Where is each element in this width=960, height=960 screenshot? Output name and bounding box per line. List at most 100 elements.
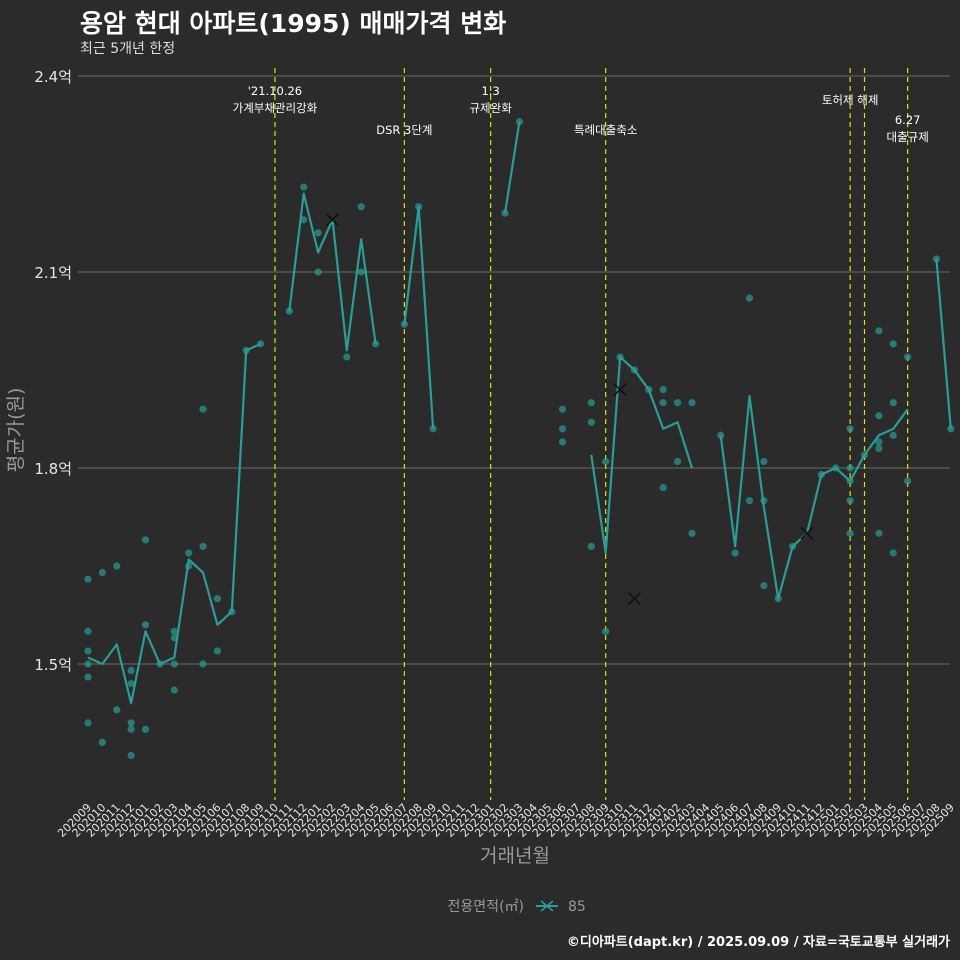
data-point (213, 647, 222, 655)
event-label: 6.27 (895, 113, 921, 127)
data-point (213, 595, 222, 603)
data-point (602, 457, 610, 466)
data-point (141, 725, 150, 733)
grid-layer (78, 75, 950, 665)
data-point (688, 529, 696, 537)
event-label: DSR 3단계 (376, 123, 432, 137)
data-point (113, 706, 121, 714)
data-point (84, 660, 92, 668)
data-point (170, 686, 178, 694)
data-point (673, 399, 682, 407)
event-label: 가계부채관리강화 (233, 101, 318, 115)
data-point (199, 542, 207, 551)
x-tick-labels: 2020092020102020112020122021012021022021… (55, 801, 957, 840)
data-point (300, 183, 308, 191)
y-tick-label: 2.1억 (34, 264, 72, 282)
data-point (343, 353, 351, 361)
data-point (659, 386, 667, 394)
y-tick-label: 1.5억 (34, 656, 72, 674)
data-point (314, 268, 322, 276)
data-point (587, 418, 595, 426)
chart-title: 용암 현대 아파트(1995) 매매가격 변화 (80, 9, 507, 38)
event-label: 대출규제 (886, 130, 928, 144)
data-point (98, 568, 106, 577)
data-point (602, 627, 610, 635)
data-point (745, 294, 754, 302)
event-label: 특례대출축소 (574, 123, 637, 137)
x-marker (627, 592, 642, 606)
data-point (889, 549, 897, 557)
data-point (558, 438, 567, 446)
data-point (659, 484, 667, 492)
data-point (127, 725, 135, 733)
data-point (760, 582, 768, 590)
source-caption: ©디아파트(dapt.kr) / 2025.09.09 / 자료=국토교통부 실… (566, 935, 950, 950)
data-point (84, 627, 92, 635)
data-point (300, 216, 308, 224)
data-point (846, 497, 854, 505)
y-tick-labels: 1.5억 1.8억 2.1억 2.4억 (34, 68, 72, 674)
data-point (185, 549, 193, 557)
y-tick-label: 1.8억 (34, 460, 72, 478)
data-point (429, 425, 437, 433)
data-point (875, 438, 883, 446)
legend: 전용면적(㎡) 85 (448, 899, 586, 915)
data-point (587, 542, 595, 551)
chart-subtitle: 최근 5개년 한정 (80, 41, 176, 57)
data-point (904, 477, 912, 485)
data-point (170, 660, 178, 668)
data-point (846, 425, 854, 433)
data-point (745, 497, 754, 505)
data-point (760, 457, 768, 466)
data-point (199, 405, 207, 413)
data-point (947, 425, 955, 433)
y-tick-label: 2.4억 (34, 68, 72, 86)
data-point (84, 647, 92, 655)
data-point (357, 268, 365, 276)
line-layer (87, 121, 952, 705)
data-point (127, 719, 135, 727)
data-point (875, 327, 883, 335)
data-point (84, 673, 92, 681)
y-axis-label: 평균가(원) (5, 388, 27, 473)
data-point (889, 431, 897, 439)
event-label: 규제완화 (469, 101, 512, 115)
data-point (558, 405, 567, 413)
data-point (127, 666, 135, 675)
data-point (558, 425, 567, 433)
data-point (846, 464, 854, 472)
data-point (84, 575, 92, 583)
legend-x-marker (540, 900, 554, 912)
data-point (314, 229, 322, 237)
data-point (875, 444, 883, 452)
legend-title: 전용면적(㎡) (448, 899, 524, 915)
event-label: 토허제 해제 (822, 93, 879, 107)
data-point (875, 529, 883, 537)
event-label: '21.10.26 (248, 84, 302, 98)
series-line (403, 205, 435, 429)
data-point (84, 719, 92, 727)
series-line (719, 395, 909, 600)
x-marker (613, 383, 627, 397)
data-point (141, 621, 150, 629)
data-point (127, 680, 135, 688)
data-point (141, 536, 150, 544)
data-point (904, 353, 912, 361)
data-point (113, 562, 121, 570)
data-point (659, 399, 667, 407)
data-point (127, 751, 135, 760)
data-point (731, 549, 739, 557)
x-axis-label: 거래년월 (480, 845, 550, 867)
marker-layer (325, 213, 814, 606)
legend-series-name: 85 (568, 899, 586, 915)
series-line (87, 342, 262, 705)
x-marker (325, 213, 340, 227)
data-point (875, 412, 883, 420)
data-point (688, 399, 696, 407)
data-point (98, 738, 106, 747)
data-point (889, 340, 897, 348)
event-label: 1.3 (481, 84, 499, 98)
scatter-layer (84, 118, 955, 760)
